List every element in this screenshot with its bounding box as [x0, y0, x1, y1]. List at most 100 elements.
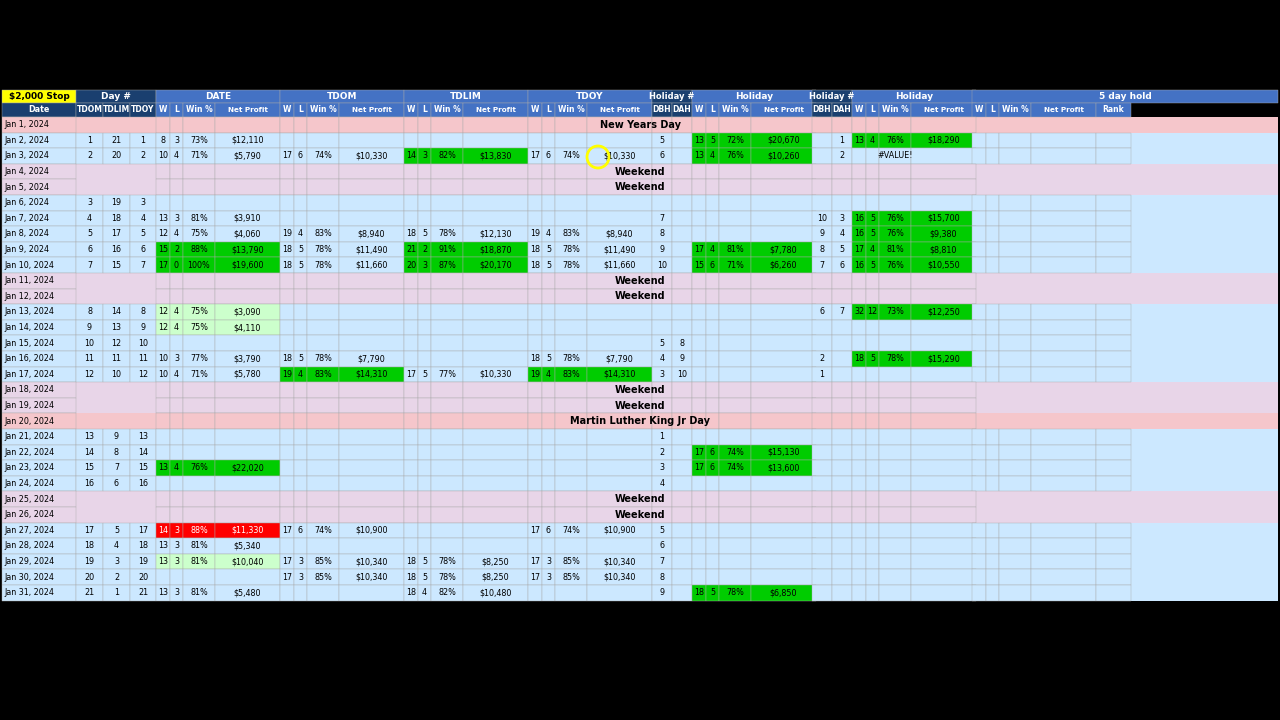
- Text: L: L: [174, 106, 179, 114]
- Bar: [76, 336, 102, 351]
- Bar: [911, 554, 977, 570]
- Bar: [280, 476, 294, 492]
- Bar: [541, 336, 556, 351]
- Text: 17: 17: [138, 526, 148, 535]
- Bar: [588, 476, 652, 492]
- Bar: [588, 585, 652, 600]
- Bar: [76, 90, 156, 103]
- Bar: [280, 460, 294, 476]
- Text: 4: 4: [710, 245, 716, 254]
- Bar: [431, 491, 463, 507]
- Bar: [986, 460, 998, 476]
- Bar: [911, 351, 977, 366]
- Bar: [529, 226, 541, 242]
- Bar: [541, 351, 556, 366]
- Text: $14,310: $14,310: [603, 370, 636, 379]
- Text: DAH: DAH: [832, 106, 851, 114]
- Text: Net Profit: Net Profit: [764, 107, 804, 113]
- Bar: [672, 273, 692, 289]
- Bar: [419, 103, 431, 117]
- Bar: [170, 103, 183, 117]
- Bar: [852, 382, 867, 397]
- Bar: [692, 117, 707, 132]
- Text: 5: 5: [298, 245, 303, 254]
- Bar: [131, 226, 156, 242]
- Bar: [339, 289, 404, 304]
- Bar: [307, 460, 339, 476]
- Bar: [852, 336, 867, 351]
- Text: 7: 7: [840, 307, 845, 317]
- Bar: [986, 257, 998, 273]
- Bar: [3, 539, 1277, 554]
- Bar: [556, 554, 588, 570]
- Text: Jan 23, 2024: Jan 23, 2024: [4, 464, 54, 472]
- Bar: [588, 336, 652, 351]
- Bar: [972, 210, 986, 226]
- Bar: [280, 117, 294, 132]
- Bar: [879, 163, 911, 179]
- Bar: [652, 366, 672, 382]
- Bar: [339, 476, 404, 492]
- Bar: [529, 257, 541, 273]
- Bar: [463, 570, 529, 585]
- Bar: [852, 195, 867, 210]
- Bar: [76, 476, 102, 492]
- Text: Holiday #: Holiday #: [809, 92, 855, 101]
- Bar: [719, 273, 751, 289]
- Bar: [463, 351, 529, 366]
- Bar: [707, 148, 719, 164]
- Bar: [76, 210, 102, 226]
- Bar: [76, 444, 102, 460]
- Bar: [1096, 476, 1132, 492]
- Bar: [867, 273, 879, 289]
- Bar: [339, 210, 404, 226]
- Bar: [707, 554, 719, 570]
- Bar: [832, 163, 852, 179]
- Bar: [463, 273, 529, 289]
- Text: 6: 6: [114, 479, 119, 488]
- Text: 7: 7: [114, 464, 119, 472]
- Bar: [751, 242, 817, 258]
- Text: 4: 4: [174, 151, 179, 161]
- Bar: [751, 289, 817, 304]
- Text: $7,790: $7,790: [357, 354, 385, 364]
- Text: 77%: 77%: [189, 354, 207, 364]
- Text: 2: 2: [819, 354, 824, 364]
- Bar: [911, 179, 977, 195]
- Bar: [556, 397, 588, 413]
- Bar: [3, 179, 1277, 195]
- Bar: [156, 289, 170, 304]
- Bar: [183, 336, 215, 351]
- Bar: [588, 304, 652, 320]
- Bar: [294, 226, 307, 242]
- Bar: [170, 320, 183, 336]
- Text: 3: 3: [141, 198, 146, 207]
- Text: $8,250: $8,250: [481, 557, 509, 566]
- Bar: [556, 179, 588, 195]
- Text: Jan 21, 2024: Jan 21, 2024: [4, 432, 54, 441]
- Bar: [463, 257, 529, 273]
- Bar: [1030, 320, 1096, 336]
- Bar: [911, 444, 977, 460]
- Bar: [3, 413, 76, 429]
- Bar: [832, 476, 852, 492]
- Bar: [556, 570, 588, 585]
- Text: 1: 1: [114, 588, 119, 598]
- Bar: [588, 289, 652, 304]
- Bar: [1030, 103, 1096, 117]
- Bar: [986, 570, 998, 585]
- Text: 2: 2: [659, 448, 664, 457]
- Bar: [280, 179, 294, 195]
- Bar: [215, 132, 280, 148]
- Bar: [852, 351, 867, 366]
- Bar: [131, 195, 156, 210]
- Bar: [751, 554, 817, 570]
- Bar: [879, 413, 911, 429]
- Bar: [812, 163, 832, 179]
- Bar: [215, 242, 280, 258]
- Bar: [588, 148, 652, 164]
- Text: 4: 4: [870, 136, 876, 145]
- Bar: [879, 226, 911, 242]
- Bar: [1030, 539, 1096, 554]
- Bar: [419, 242, 431, 258]
